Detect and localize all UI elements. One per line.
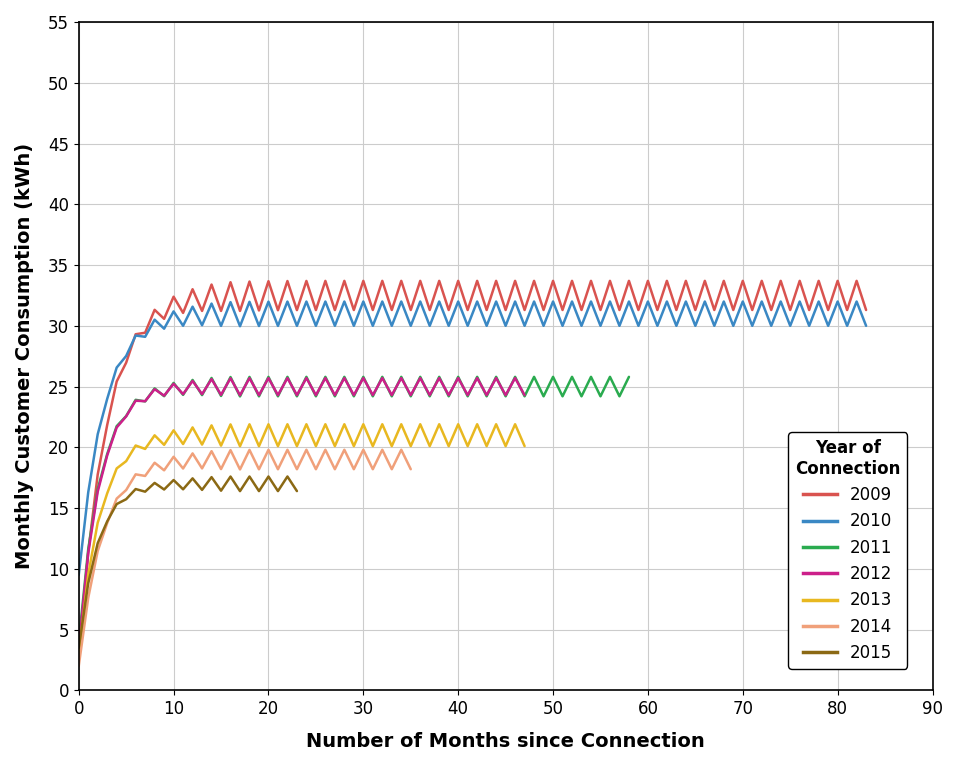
X-axis label: Number of Months since Connection: Number of Months since Connection bbox=[307, 732, 705, 751]
Legend: 2009, 2010, 2011, 2012, 2013, 2014, 2015: 2009, 2010, 2011, 2012, 2013, 2014, 2015 bbox=[788, 432, 907, 669]
Y-axis label: Monthly Customer Consumption (kWh): Monthly Customer Consumption (kWh) bbox=[15, 143, 34, 569]
